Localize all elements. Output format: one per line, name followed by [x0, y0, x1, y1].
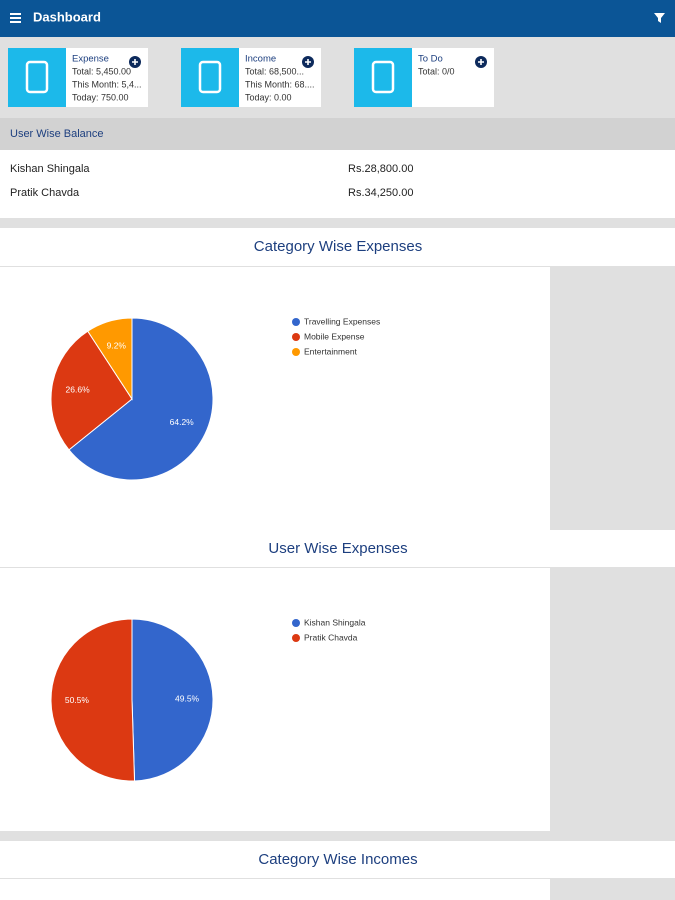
- filter-icon[interactable]: [654, 13, 665, 23]
- pie-slice: [50, 330, 133, 451]
- section-title: Category Wise Incomes: [258, 851, 417, 868]
- pie-slice: [87, 317, 133, 401]
- pie-slice: [68, 317, 214, 481]
- card-line: Today: 750.00: [72, 92, 129, 102]
- balance-list: [0, 150, 675, 218]
- slice-label: 49.5%: [175, 693, 200, 703]
- section-header: [0, 228, 675, 266]
- slice-label: 26.6%: [66, 385, 91, 395]
- slice-label: 64.2%: [170, 417, 195, 427]
- card-line: Total: 5,450.00: [72, 66, 131, 76]
- pie-slice: [50, 618, 136, 782]
- chart-panel: [0, 879, 550, 900]
- card-icon-bg: [8, 48, 66, 107]
- card-icon-bg: [181, 48, 239, 107]
- card-line: Total: 68,500...: [245, 66, 304, 76]
- legend-label: Mobile Expense: [304, 331, 365, 341]
- card-icon: [25, 60, 49, 94]
- section-header: [0, 841, 675, 878]
- balance-amount: Rs.28,800.00: [348, 163, 413, 175]
- section-header: [0, 530, 675, 567]
- pie-slice: [131, 618, 214, 782]
- card-icon: [198, 60, 222, 94]
- slice-label: 50.5%: [65, 695, 90, 705]
- card-line: This Month: 5,4...: [72, 79, 142, 89]
- card-line: Today: 0.00: [245, 92, 292, 102]
- legend-label: Kishan Shingala: [304, 617, 366, 627]
- legend-label: Pratik Chavda: [304, 632, 358, 642]
- card-line: This Month: 68....: [245, 79, 315, 89]
- balance-header: [0, 118, 675, 150]
- menu-icon[interactable]: [10, 13, 21, 23]
- add-plus: [478, 59, 484, 65]
- card-icon-bg: [354, 48, 412, 107]
- balance-name: Pratik Chavda: [10, 187, 80, 199]
- legend-swatch: [292, 348, 300, 356]
- card-icon: [371, 60, 395, 94]
- balance-title: User Wise Balance: [10, 128, 104, 140]
- add-plus: [132, 59, 138, 65]
- app-title: Dashboard: [33, 9, 101, 24]
- app-bar: [0, 0, 675, 37]
- balance-name: Kishan Shingala: [10, 163, 90, 175]
- legend-label: Travelling Expenses: [304, 316, 380, 326]
- section-title: User Wise Expenses: [268, 540, 407, 557]
- slice-label: 9.2%: [107, 340, 127, 350]
- legend-swatch: [292, 634, 300, 642]
- card-title: To Do: [418, 54, 443, 65]
- legend-swatch: [292, 333, 300, 341]
- legend-swatch: [292, 619, 300, 627]
- legend-swatch: [292, 318, 300, 326]
- card-line: Total: 0/0: [418, 66, 455, 76]
- balance-amount: Rs.34,250.00: [348, 187, 413, 199]
- card-title: Income: [245, 54, 276, 65]
- add-plus: [305, 59, 311, 65]
- card-title: Expense: [72, 54, 109, 65]
- section-title: Category Wise Expenses: [254, 238, 422, 255]
- legend-label: Entertainment: [304, 346, 358, 356]
